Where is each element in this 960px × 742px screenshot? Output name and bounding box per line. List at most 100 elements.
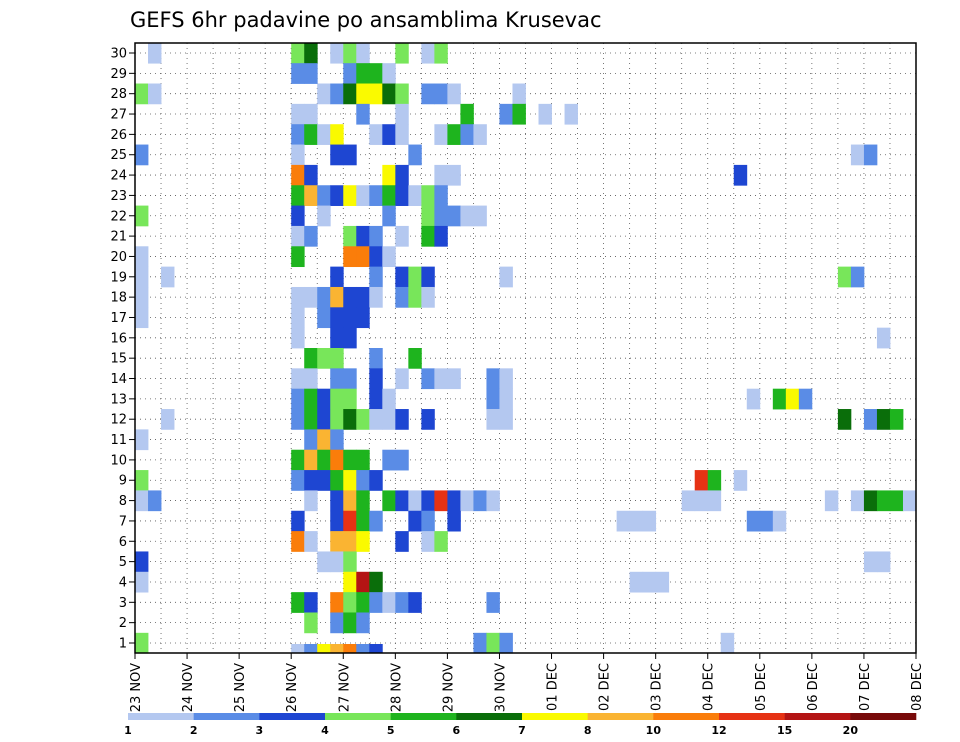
heatmap-cell bbox=[343, 368, 357, 390]
y-tick-label: 13 bbox=[110, 392, 127, 407]
y-tick-label: 18 bbox=[110, 291, 127, 306]
heatmap-cell bbox=[343, 63, 357, 84]
heatmap-cell bbox=[655, 571, 670, 593]
heatmap-cell bbox=[343, 225, 357, 247]
heatmap-cell bbox=[291, 164, 305, 186]
heatmap-cell bbox=[863, 409, 878, 430]
heatmap-cell bbox=[473, 124, 487, 145]
heatmap-cell bbox=[382, 83, 396, 105]
heatmap-cell bbox=[395, 449, 409, 471]
heatmap-cell bbox=[369, 388, 383, 410]
heatmap-cell bbox=[902, 490, 917, 512]
heatmap-cell bbox=[148, 42, 162, 64]
heatmap-cell bbox=[148, 490, 162, 512]
y-tick-label: 2 bbox=[119, 616, 127, 631]
heatmap-cell bbox=[330, 368, 344, 390]
colorbar-segment bbox=[390, 713, 457, 720]
plot-frame bbox=[134, 42, 917, 654]
y-tick-label: 17 bbox=[110, 311, 127, 326]
colorbar-label: 4 bbox=[321, 724, 329, 737]
heatmap-cell bbox=[382, 409, 396, 430]
colorbar-label: 6 bbox=[453, 724, 461, 737]
heatmap-cell bbox=[291, 327, 305, 349]
heatmap-cell bbox=[382, 449, 396, 471]
heatmap-cell bbox=[291, 388, 305, 410]
colorbar-segment bbox=[456, 713, 523, 720]
heatmap-cell bbox=[785, 388, 800, 410]
heatmap-cell bbox=[343, 592, 357, 613]
y-tick-label: 25 bbox=[110, 148, 127, 163]
heatmap-cell bbox=[356, 470, 370, 491]
heatmap-cell bbox=[317, 83, 331, 105]
heatmap-cell bbox=[369, 470, 383, 491]
heatmap-cell bbox=[486, 490, 500, 512]
chart-title: GEFS 6hr padavine po ansamblima Krusevac bbox=[130, 8, 602, 32]
colorbar-label: 2 bbox=[190, 724, 198, 737]
heatmap-cell bbox=[317, 429, 331, 451]
heatmap-cell bbox=[330, 490, 344, 512]
heatmap-cell bbox=[330, 286, 344, 308]
heatmap-cell bbox=[330, 388, 344, 410]
heatmap-cell bbox=[863, 144, 878, 166]
heatmap-cell bbox=[304, 490, 318, 512]
heatmap-cell bbox=[408, 185, 422, 206]
heatmap-cell bbox=[291, 531, 305, 552]
heatmap-cell bbox=[434, 490, 448, 512]
heatmap-cell bbox=[408, 286, 422, 308]
heatmap-cell bbox=[720, 632, 735, 654]
heatmap-cell bbox=[291, 592, 305, 613]
heatmap-cell bbox=[356, 103, 370, 125]
heatmap-cell bbox=[369, 644, 383, 654]
heatmap-cell bbox=[291, 42, 305, 64]
heatmap-cell bbox=[382, 124, 396, 145]
heatmap-cell bbox=[161, 409, 175, 430]
heatmap-cell bbox=[291, 63, 305, 84]
heatmap-cell bbox=[395, 490, 409, 512]
x-tick-label: 08 DEC bbox=[910, 663, 925, 711]
heatmap-cell bbox=[642, 510, 657, 532]
x-tick-label: 07 DEC bbox=[858, 663, 873, 711]
heatmap-cell bbox=[447, 83, 461, 105]
colorbar-label: 5 bbox=[387, 724, 395, 737]
heatmap-cell bbox=[408, 348, 422, 369]
heatmap-cell bbox=[369, 83, 383, 105]
y-tick-label: 6 bbox=[119, 535, 127, 550]
y-tick-label: 1 bbox=[119, 637, 127, 652]
heatmap-cell bbox=[876, 490, 891, 512]
heatmap-cell bbox=[291, 286, 305, 308]
heatmap-cell bbox=[304, 164, 318, 186]
y-tick-label: 24 bbox=[110, 169, 127, 184]
heatmap-cell bbox=[850, 266, 865, 288]
heatmap-cell bbox=[343, 644, 357, 654]
heatmap-cell bbox=[317, 307, 331, 329]
heatmap-cell bbox=[447, 124, 461, 145]
heatmap-cell bbox=[330, 307, 344, 329]
heatmap-cell bbox=[161, 266, 175, 288]
heatmap-cell bbox=[395, 368, 409, 390]
heatmap-cell bbox=[356, 83, 370, 105]
heatmap-cell bbox=[304, 644, 318, 654]
heatmap-cell bbox=[304, 470, 318, 491]
heatmap-cell bbox=[837, 266, 852, 288]
heatmap-cell bbox=[369, 592, 383, 613]
heatmap-cell bbox=[291, 644, 305, 654]
y-tick-label: 7 bbox=[119, 514, 127, 529]
heatmap-cell bbox=[369, 571, 383, 593]
heatmap-cell bbox=[304, 185, 318, 206]
heatmap-cell bbox=[395, 185, 409, 206]
y-tick-label: 20 bbox=[110, 250, 127, 265]
x-tick-label: 02 DEC bbox=[598, 663, 613, 711]
heatmap-cell bbox=[694, 490, 709, 512]
colorbar-segment bbox=[522, 713, 588, 720]
heatmap-cell bbox=[291, 307, 305, 329]
heatmap-cell bbox=[460, 205, 474, 227]
heatmap-cell bbox=[356, 592, 370, 613]
heatmap-cell bbox=[291, 510, 305, 532]
heatmap-cell bbox=[369, 225, 383, 247]
heatmap-cell bbox=[135, 286, 149, 308]
heatmap-cell bbox=[499, 368, 513, 390]
heatmap-cell bbox=[447, 490, 461, 512]
heatmap-cell bbox=[356, 42, 370, 64]
heatmap-cell bbox=[460, 490, 474, 512]
